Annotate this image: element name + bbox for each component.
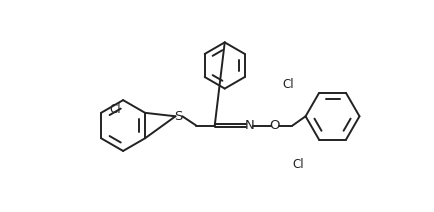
- Text: N: N: [244, 119, 254, 132]
- Text: S: S: [174, 110, 183, 123]
- Text: O: O: [270, 119, 280, 132]
- Text: Cl: Cl: [109, 103, 121, 116]
- Text: Cl: Cl: [282, 78, 294, 91]
- Text: Cl: Cl: [292, 158, 304, 171]
